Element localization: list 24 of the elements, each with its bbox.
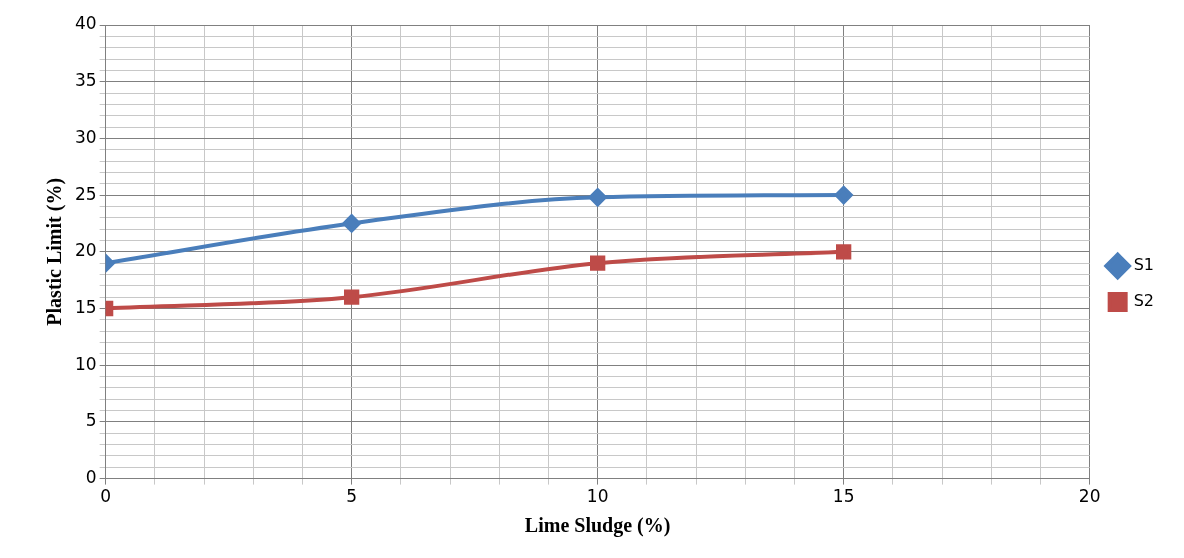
y-tick-label: 35 xyxy=(74,70,97,91)
x-tick-label: 5 xyxy=(346,486,358,507)
y-tick-label: 0 xyxy=(85,467,97,488)
x-tick-label: 0 xyxy=(100,486,112,507)
legend-label: S2 xyxy=(1133,291,1155,311)
point xyxy=(588,188,607,207)
point xyxy=(342,214,361,233)
y-tick-label: 10 xyxy=(74,353,97,374)
point xyxy=(343,289,360,305)
legend-label: S1 xyxy=(1133,255,1155,275)
x-tick-label: 15 xyxy=(832,486,855,507)
y-tick-label: 30 xyxy=(74,126,97,147)
point xyxy=(589,255,606,271)
point xyxy=(836,244,852,260)
y-axis-title: Plastic Limit (%) xyxy=(43,177,67,326)
y-tick-label: 5 xyxy=(85,410,97,431)
y-tick-label: 25 xyxy=(74,183,97,204)
y-tick-label: 15 xyxy=(74,296,97,317)
x-axis-title: Lime Sludge (%) xyxy=(524,514,671,538)
y-tick-label: 20 xyxy=(74,240,97,261)
y-tick-label: 40 xyxy=(74,13,97,34)
x-tick-label: 20 xyxy=(1078,486,1101,507)
point xyxy=(834,186,853,205)
x-tick-label: 10 xyxy=(586,486,609,507)
